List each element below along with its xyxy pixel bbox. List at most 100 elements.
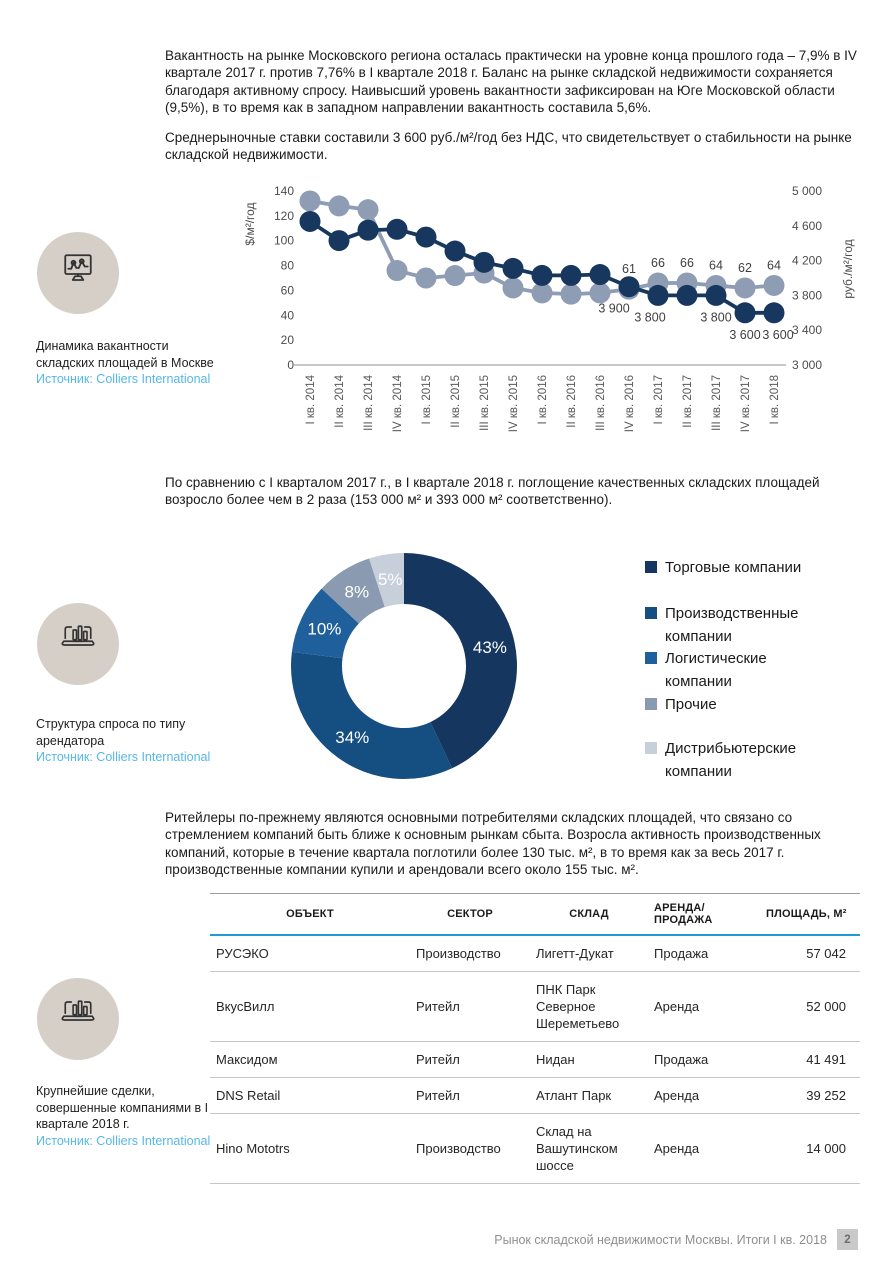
paragraph-rates: Среднерыночные ставки составили 3 600 ру…: [165, 129, 852, 163]
legend-item: Прочие: [645, 693, 833, 716]
figure2-source: Источник: Colliers International: [36, 750, 211, 764]
svg-text:40: 40: [281, 308, 295, 322]
legend-marker: [645, 698, 657, 710]
table-cell: ВкусВилл: [216, 999, 275, 1014]
table-cell: Hino Mototrs: [216, 1141, 290, 1156]
svg-text:64: 64: [767, 258, 781, 272]
data-point: [502, 277, 524, 299]
data-point: [531, 282, 553, 304]
column-header: СЕКТОР: [447, 908, 493, 920]
svg-text:60: 60: [281, 283, 295, 297]
svg-text:4 200: 4 200: [792, 254, 822, 268]
data-point: [705, 284, 727, 306]
legend-label: Торговые компании: [665, 559, 802, 576]
right-axis-title: руб./м²/год: [841, 239, 855, 298]
svg-text:III кв. 2017: III кв. 2017: [711, 375, 723, 431]
page-footer: Рынок складской недвижимости Москвы. Ито…: [494, 1229, 858, 1250]
data-point: [647, 284, 669, 306]
data-point: [357, 219, 379, 241]
monitor-chart-icon: [54, 247, 102, 300]
svg-text:0: 0: [287, 358, 294, 372]
table-cell: Продажа: [654, 946, 709, 961]
data-point: [676, 284, 698, 306]
svg-text:3 800: 3 800: [792, 288, 822, 302]
legend-item: Производственные компании: [645, 602, 833, 648]
laptop-chart-icon: [54, 618, 102, 671]
figure2-caption: Структура спроса по типу арендатора Исто…: [36, 716, 228, 766]
svg-text:IV кв. 2016: IV кв. 2016: [624, 375, 636, 432]
table-cell: Производство: [416, 946, 501, 961]
table-cell: Аренда: [654, 1141, 700, 1156]
table-cell: Склад на Вашутинском шоссе: [536, 1124, 618, 1173]
slice-percent-label: 5%: [378, 570, 403, 589]
table-cell: 57 042: [806, 946, 846, 961]
figure2-icon-circle: [37, 603, 119, 685]
figure3-icon-circle: [37, 978, 119, 1060]
table-cell: Аренда: [654, 999, 700, 1014]
svg-text:62: 62: [738, 261, 752, 275]
svg-text:III кв. 2014: III кв. 2014: [363, 374, 375, 430]
svg-text:II кв. 2015: II кв. 2015: [450, 375, 462, 428]
table-cell: Нидан: [536, 1052, 575, 1067]
table-cell: Атлант Парк: [536, 1088, 612, 1103]
legend-label: Логистические компании: [665, 650, 767, 690]
figure3-caption-title: Крупнейшие сделки, совершенные компаниям…: [36, 1084, 209, 1131]
table-row: Hino Mototrs Производство Склад на Вашутин…: [210, 1114, 860, 1184]
donut-legend: Торговые компании Производственные компан…: [645, 551, 863, 781]
table-cell: Ритейл: [416, 1088, 460, 1103]
svg-text:3 600: 3 600: [729, 328, 760, 342]
donut-slice: [291, 588, 359, 659]
slice-percent-label: 34%: [335, 728, 369, 747]
axis-ticks: 0 20 40 60 80 100 120 140 3 000 3 400 3 800 4 200 4 …: [274, 184, 822, 372]
svg-text:80: 80: [281, 259, 295, 273]
table-cell: DNS Retail: [216, 1088, 281, 1103]
figure3-source: Источник: Colliers International: [36, 1133, 211, 1148]
table-cell: Ритейл: [416, 999, 460, 1014]
table-cell: Лигетт-Дукат: [536, 946, 614, 961]
svg-text:100: 100: [274, 234, 294, 248]
table-cell: Производство: [416, 1141, 501, 1156]
data-point: [502, 257, 524, 279]
svg-text:I кв. 2016: I кв. 2016: [537, 375, 549, 425]
column-header: ОБЪЕКТ: [286, 908, 334, 920]
svg-text:3 900: 3 900: [598, 302, 629, 316]
table-cell: ПНК Парк Северное Шереметьево: [536, 982, 620, 1031]
laptop-chart-icon: [54, 993, 102, 1046]
table-cell: 14 000: [806, 1141, 846, 1156]
svg-text:III кв. 2015: III кв. 2015: [479, 375, 491, 431]
legend-item: Торговые компании: [645, 556, 833, 579]
legend-marker: [645, 652, 657, 664]
data-point: [763, 302, 785, 324]
svg-text:II кв. 2014: II кв. 2014: [334, 374, 346, 427]
data-point: [386, 260, 408, 282]
svg-text:I кв. 2017: I кв. 2017: [653, 375, 665, 425]
svg-text:I кв. 2015: I кв. 2015: [421, 375, 433, 425]
donut-slice: [404, 553, 517, 769]
svg-text:4 600: 4 600: [792, 219, 822, 233]
paragraph-takeup: По сравнению с I кварталом 2017 г., в I …: [165, 474, 820, 508]
svg-text:3 800: 3 800: [700, 310, 731, 324]
svg-text:I кв. 2014: I кв. 2014: [305, 374, 317, 424]
table-cell: Аренда: [654, 1088, 700, 1103]
slice-percent-label: 10%: [307, 620, 341, 639]
footer-title: Рынок складской недвижимости Москвы. Ито…: [494, 1232, 827, 1247]
data-point: [415, 226, 437, 248]
donut-slice: [321, 558, 385, 624]
svg-text:IV кв. 2015: IV кв. 2015: [508, 375, 520, 432]
paragraph-retailers: Ритейлеры по-прежнему являются основными…: [165, 809, 821, 878]
data-point: [328, 230, 350, 252]
figure2-caption-title: Структура спроса по типу арендатора: [36, 717, 186, 748]
figure1-caption-title: Динамика вакантности складских площадей …: [36, 339, 214, 370]
figure1-icon-circle: [37, 232, 119, 314]
svg-text:5 000: 5 000: [792, 184, 822, 198]
column-header: АРЕНДА/ПРОДАЖА: [654, 902, 713, 926]
legend-marker: [645, 561, 657, 573]
svg-text:3 800: 3 800: [634, 310, 665, 324]
donut-slice: [291, 651, 453, 779]
data-point: [299, 210, 321, 232]
figure1-caption: Динамика вакантности складских площадей …: [36, 338, 228, 388]
data-point: [734, 277, 756, 299]
data-point: [357, 199, 379, 221]
svg-text:3 600: 3 600: [762, 328, 793, 342]
legend-label: Производственные компании: [665, 605, 799, 645]
